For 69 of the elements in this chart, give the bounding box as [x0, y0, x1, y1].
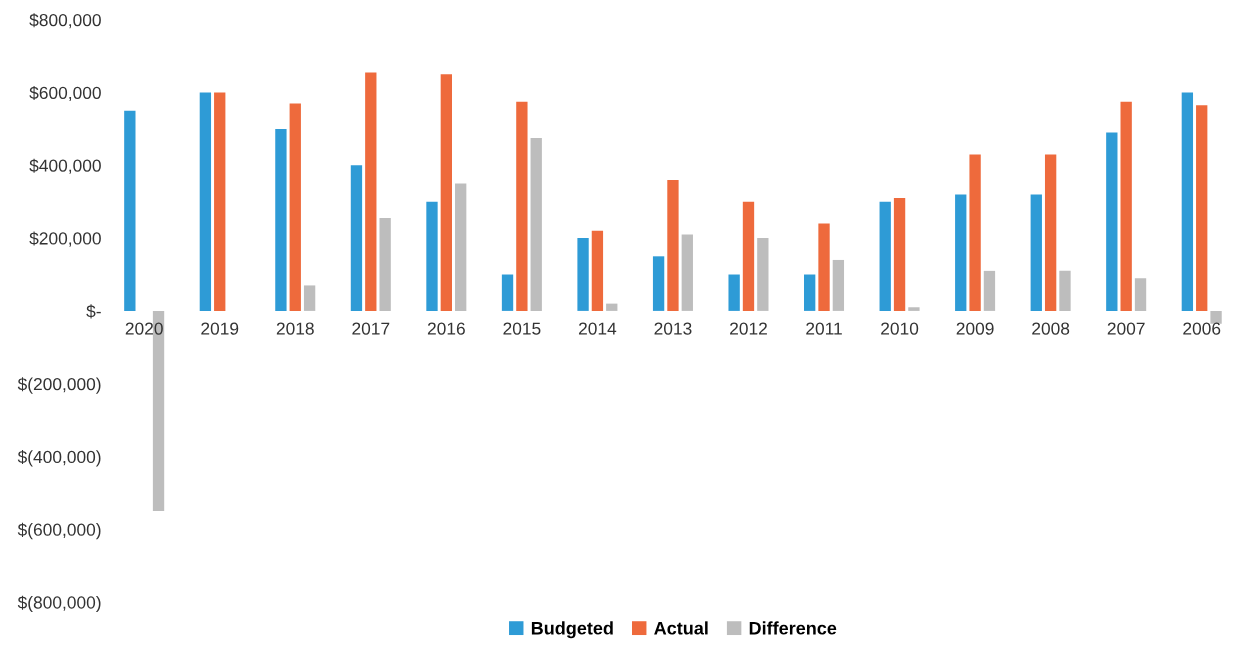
bar — [303, 285, 316, 311]
bar — [832, 259, 845, 311]
bar — [804, 274, 816, 311]
bar — [1181, 92, 1194, 311]
bar — [199, 92, 212, 311]
y-tick-label: $(600,000) — [17, 522, 101, 540]
x-tick-label: 2006 — [1183, 322, 1221, 335]
bar — [955, 194, 967, 311]
bar — [969, 154, 981, 311]
y-tick-label: $- — [86, 304, 101, 319]
y-tick-label: $800,000 — [29, 13, 101, 29]
bar — [983, 270, 996, 311]
bar — [501, 274, 514, 311]
bar — [1196, 105, 1208, 311]
bar — [1059, 270, 1071, 311]
y-tick-label: $400,000 — [29, 158, 101, 174]
bar — [606, 303, 618, 311]
bar — [728, 274, 740, 311]
x-tick-label: 2009 — [956, 322, 994, 335]
bar — [908, 307, 920, 311]
y-tick-label: $200,000 — [29, 231, 101, 247]
bar — [1210, 310, 1222, 324]
legend-label: Difference — [749, 621, 837, 635]
x-tick-label: 2013 — [654, 322, 692, 335]
bar — [1106, 132, 1118, 311]
bar — [681, 234, 693, 311]
x-tick-label: 2014 — [578, 322, 617, 335]
bar — [426, 201, 438, 311]
y-tick-label: $(400,000) — [17, 450, 101, 467]
bar — [667, 179, 679, 311]
x-tick-label: 2008 — [1032, 322, 1070, 335]
bar — [365, 72, 377, 311]
x-tick-label: 2012 — [730, 322, 767, 335]
bar — [1120, 101, 1132, 311]
x-tick-label: 2010 — [881, 322, 919, 335]
bar — [1044, 154, 1057, 311]
legend-label: Actual — [654, 621, 708, 635]
bar — [289, 103, 301, 311]
bar — [124, 110, 136, 311]
legend-label: Budgeted — [531, 621, 613, 639]
bar — [440, 74, 452, 311]
bar — [1134, 278, 1147, 311]
bar — [591, 230, 604, 311]
x-tick-label: 2019 — [201, 322, 239, 335]
bar — [275, 128, 287, 311]
bar — [893, 198, 906, 311]
x-tick-label: 2016 — [427, 322, 465, 335]
y-tick-label: $600,000 — [29, 85, 101, 102]
x-tick-label: 2011 — [806, 322, 842, 335]
y-tick-label: $(200,000) — [17, 377, 101, 394]
x-tick-label: 2015 — [503, 322, 541, 335]
x-tick-label: 2017 — [352, 322, 390, 335]
bar — [350, 165, 363, 311]
bar — [742, 201, 755, 311]
bar — [577, 238, 589, 311]
bar — [530, 138, 542, 311]
bar — [214, 92, 226, 311]
bar — [818, 223, 830, 311]
y-tick-label: $(800,000) — [17, 595, 101, 613]
bar — [1030, 194, 1042, 311]
bar — [455, 183, 467, 311]
bar — [757, 238, 769, 311]
bar — [379, 218, 391, 311]
x-tick-label: 2018 — [276, 322, 314, 335]
bar — [652, 256, 665, 311]
x-tick-label: 2007 — [1107, 322, 1145, 335]
bar — [879, 201, 891, 311]
bar — [516, 101, 528, 311]
x-tick-label: 2020 — [125, 322, 163, 335]
